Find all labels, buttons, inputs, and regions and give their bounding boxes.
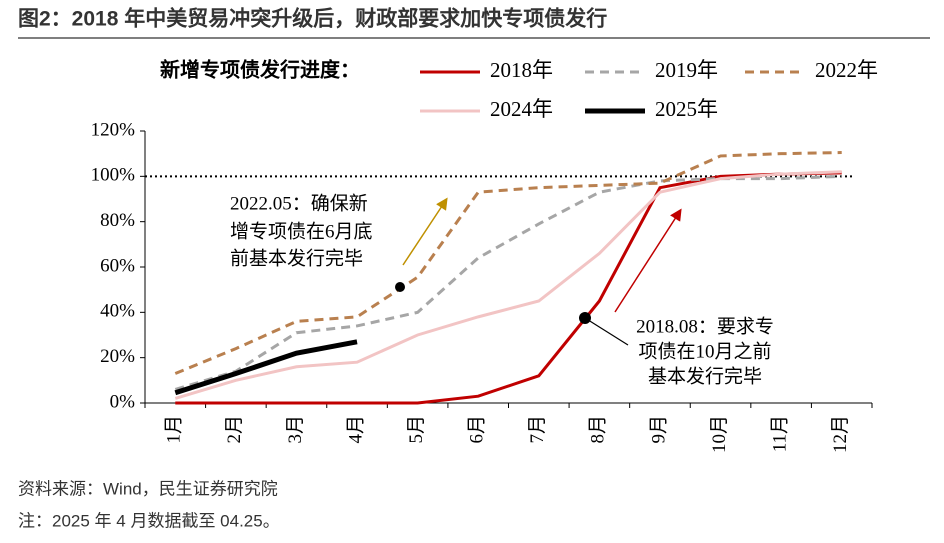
x-tick-label: 9月 xyxy=(648,415,669,444)
annotation-arrow xyxy=(614,208,682,313)
x-tick-label: 1月 xyxy=(164,415,185,444)
series-line xyxy=(174,170,842,400)
legend-label: 2019年 xyxy=(655,58,718,82)
x-tick-label: 7月 xyxy=(527,415,548,444)
x-tick-label: 12月 xyxy=(830,415,851,453)
x-tick-label: 8月 xyxy=(588,415,609,444)
series-line xyxy=(174,151,842,375)
annotation: 基本发行完毕 xyxy=(648,365,762,387)
annotation: 2022.05：确保新 xyxy=(230,192,368,214)
series-line xyxy=(174,174,842,391)
annotation-dot xyxy=(579,312,591,324)
source: 资料来源：Wind，民生证券研究院 xyxy=(18,479,278,498)
legend-label: 2022年 xyxy=(815,58,878,82)
annotation: 前基本发行完毕 xyxy=(230,247,363,269)
legend-label: 2024年 xyxy=(490,97,553,121)
x-tick-label: 3月 xyxy=(285,415,306,444)
series-line xyxy=(175,171,842,405)
legend-title: 新增专项债发行进度： xyxy=(160,58,360,82)
legend-label: 2025年 xyxy=(655,97,718,121)
annotation-leader xyxy=(584,317,629,346)
chart-title: 图2：2018 年中美贸易冲突升级后，财政部要求加快专项债发行 xyxy=(18,7,607,31)
y-tick-label: 120% xyxy=(91,119,136,140)
y-tick-label: 20% xyxy=(100,346,135,367)
series-line xyxy=(174,339,358,396)
y-tick-label: 60% xyxy=(100,255,135,276)
x-tick-label: 2月 xyxy=(224,415,245,444)
legend-label: 2018年 xyxy=(490,58,553,82)
note: 注：2025 年 4 月数据截至 04.25。 xyxy=(18,511,280,530)
annotation: 2018.08：要求专 xyxy=(636,315,774,337)
x-tick-label: 10月 xyxy=(709,415,730,453)
y-tick-label: 40% xyxy=(100,301,135,322)
x-tick-label: 5月 xyxy=(406,415,427,444)
annotation-dot xyxy=(395,282,405,292)
annotation: 增专项债在6月底 xyxy=(230,220,373,242)
y-tick-label: 80% xyxy=(100,210,135,231)
x-tick-label: 6月 xyxy=(467,415,488,444)
x-tick-label: 11月 xyxy=(769,415,790,452)
y-tick-label: 0% xyxy=(110,391,136,412)
y-tick-label: 100% xyxy=(91,165,136,186)
annotation-arrow xyxy=(402,197,448,266)
x-tick-label: 4月 xyxy=(345,415,366,444)
annotation: 项债在10月之前 xyxy=(638,340,771,362)
